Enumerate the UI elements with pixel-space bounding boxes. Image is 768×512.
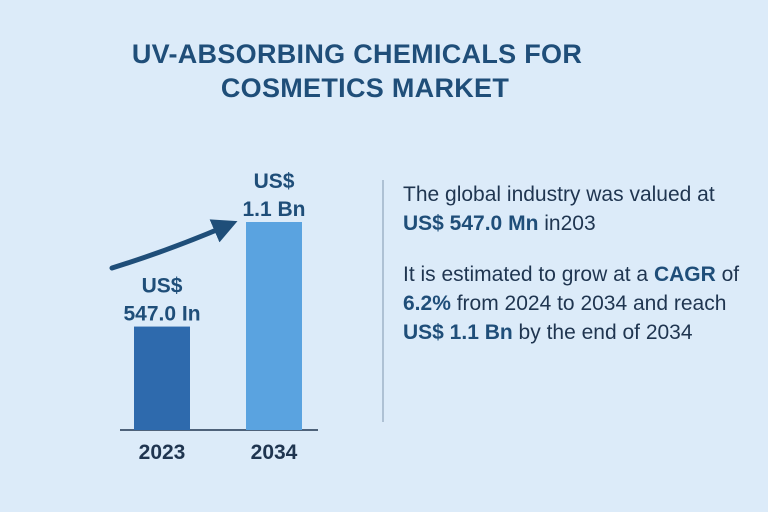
growth-arrow [109, 219, 238, 271]
text: by the end of 2034 [512, 321, 693, 344]
chart-title: UV-ABSORBING CHEMICALS FOR [132, 39, 582, 69]
value-label: US$ 547.0 In [123, 275, 200, 326]
highlight: US$ 1.1 Bn [403, 321, 513, 344]
text: The global industry was valued at [403, 183, 715, 206]
value-label-line: 547.0 In [123, 303, 200, 326]
highlight: US$ 547.0 Mn [403, 212, 539, 235]
highlight: CAGR [653, 263, 716, 286]
paragraph: It is estimated to grow at a CAGR of 6.2… [403, 260, 743, 347]
value-label: US$ 1.1 Bn [242, 170, 305, 221]
text: of [715, 263, 740, 286]
x-tick-label: 2034 [251, 441, 298, 464]
paragraph: The global industry was valued at US$ 54… [403, 180, 743, 238]
highlight: 6.2% [403, 292, 451, 315]
bar [134, 326, 190, 430]
value-label-line: US$ [254, 170, 295, 193]
x-tick-label: 2023 [139, 441, 186, 464]
value-label-line: 1.1 Bn [242, 198, 305, 221]
text: It is estimated to grow at a [403, 263, 654, 286]
value-label-line: US$ [142, 275, 183, 298]
bar [246, 222, 302, 430]
text: in203 [538, 212, 596, 235]
text: from 2024 to 2034 and reach [450, 292, 727, 315]
text-panel: The global industry was valued at US$ 54… [403, 180, 743, 369]
chart-title: COSMETICS MARKET [221, 73, 510, 103]
